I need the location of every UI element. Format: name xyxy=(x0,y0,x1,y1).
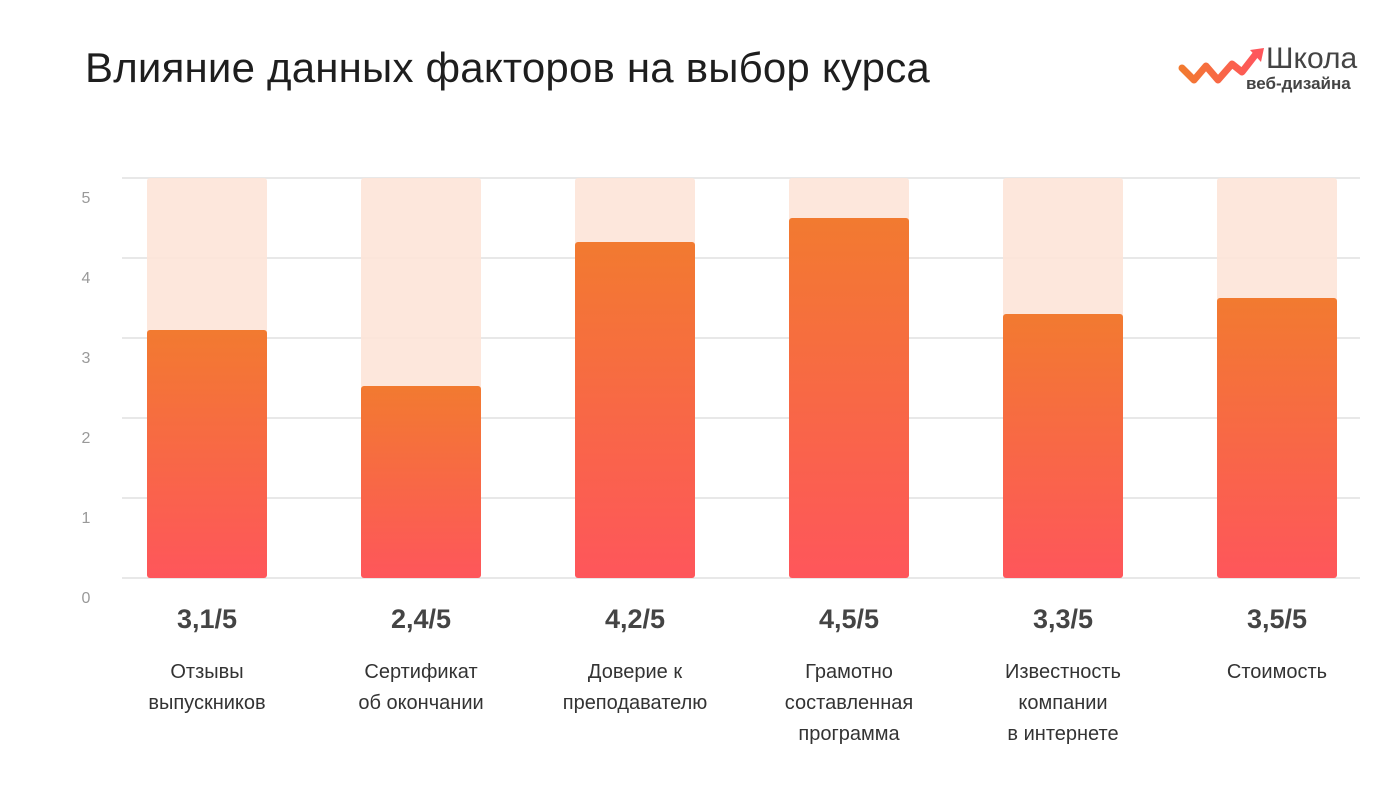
category-label: Отзывы выпускников xyxy=(148,661,266,714)
bar-value-label: 2,4/5 xyxy=(390,604,452,634)
bar xyxy=(361,386,481,578)
y-tick-label: 3 xyxy=(81,350,91,367)
y-tick-label: 1 xyxy=(81,510,91,527)
bar-value-label: 4,2/5 xyxy=(604,604,666,634)
bar xyxy=(1003,314,1123,578)
logo: Школа веб-дизайна xyxy=(1176,42,1366,96)
bar-value-label: 4,5/5 xyxy=(818,604,880,634)
logo-zigzag-arrow-icon xyxy=(1178,48,1264,84)
y-tick-label: 5 xyxy=(81,190,91,207)
category-label: Сертификат об окончании xyxy=(358,661,484,714)
bar xyxy=(1217,298,1337,578)
bar-value-label: 3,3/5 xyxy=(1032,604,1094,634)
logo-text-webdesign: веб-дизайна xyxy=(1246,74,1351,93)
y-tick-label: 0 xyxy=(81,590,91,607)
y-tick-label: 4 xyxy=(81,270,91,287)
bar xyxy=(789,218,909,578)
y-tick-label: 2 xyxy=(81,430,91,447)
logo-text-school: Школа xyxy=(1266,42,1358,75)
bar xyxy=(147,330,267,578)
chart-title: Влияние данных факторов на выбор курса xyxy=(85,44,930,91)
bar-value-label: 3,1/5 xyxy=(176,604,238,634)
bar-value-label: 3,5/5 xyxy=(1246,604,1308,634)
category-label: Известность компании в интернете xyxy=(1005,661,1121,745)
bar xyxy=(575,242,695,578)
category-label: Грамотно составленная программа xyxy=(784,661,914,745)
category-label: Стоимость xyxy=(1226,661,1328,683)
category-label: Доверие к преподавателю xyxy=(562,661,708,714)
